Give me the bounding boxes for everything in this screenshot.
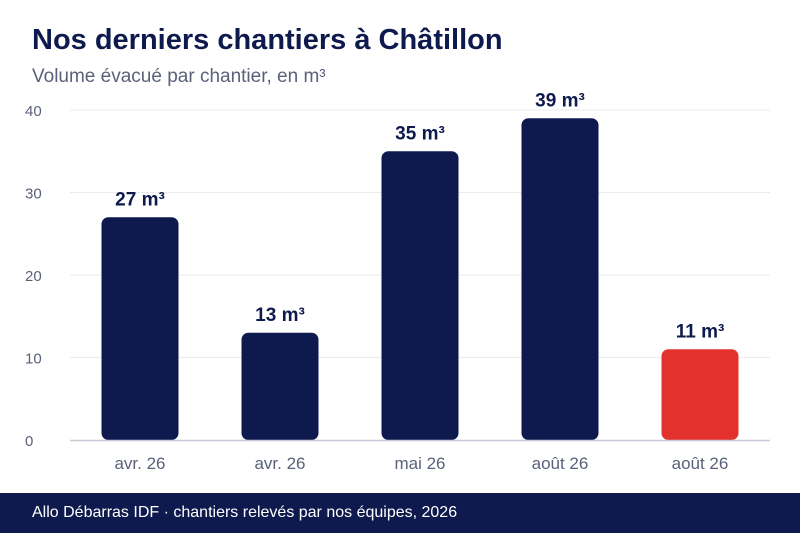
data-labels: 27 m³ 13 m³ 35 m³ 39 m³ 11 m³ xyxy=(115,90,724,342)
y-tick-label: 20 xyxy=(25,268,42,285)
y-axis-ticks: 0 10 20 30 40 xyxy=(25,103,42,450)
footer-bar: Allo Débarras IDF · chantiers relevés pa… xyxy=(0,493,800,533)
bar xyxy=(521,118,599,440)
bar xyxy=(101,217,179,440)
chart-subtitle: Volume évacué par chantier, en m³ xyxy=(32,66,326,87)
chart-title: Nos derniers chantiers à Châtillon xyxy=(32,24,503,56)
x-tick-label: août 26 xyxy=(532,454,589,473)
bar xyxy=(381,151,459,440)
footer-text: Allo Débarras IDF · chantiers relevés pa… xyxy=(32,504,458,521)
bar xyxy=(241,332,319,440)
bar-chart: 0 10 20 30 40 27 m³ 13 m³ 35 m³ 39 m³ 11 m³ avr.… xyxy=(25,90,770,473)
data-label: 13 m³ xyxy=(255,305,305,326)
x-tick-label: avr. 26 xyxy=(114,454,165,473)
x-axis-ticks: avr. 26 avr. 26 mai 26 août 26 août 26 xyxy=(114,454,728,473)
bar xyxy=(661,349,739,440)
x-tick-label: avr. 26 xyxy=(254,454,305,473)
y-tick-label: 0 xyxy=(25,433,33,450)
x-tick-label: août 26 xyxy=(672,454,729,473)
y-tick-label: 40 xyxy=(25,103,42,120)
data-label: 27 m³ xyxy=(115,189,165,210)
data-label: 11 m³ xyxy=(676,321,725,342)
data-label: 39 m³ xyxy=(535,90,585,111)
data-label: 35 m³ xyxy=(395,123,445,144)
bars xyxy=(101,118,739,440)
y-tick-label: 30 xyxy=(25,186,42,203)
y-tick-label: 10 xyxy=(25,351,42,368)
x-tick-label: mai 26 xyxy=(394,454,445,473)
